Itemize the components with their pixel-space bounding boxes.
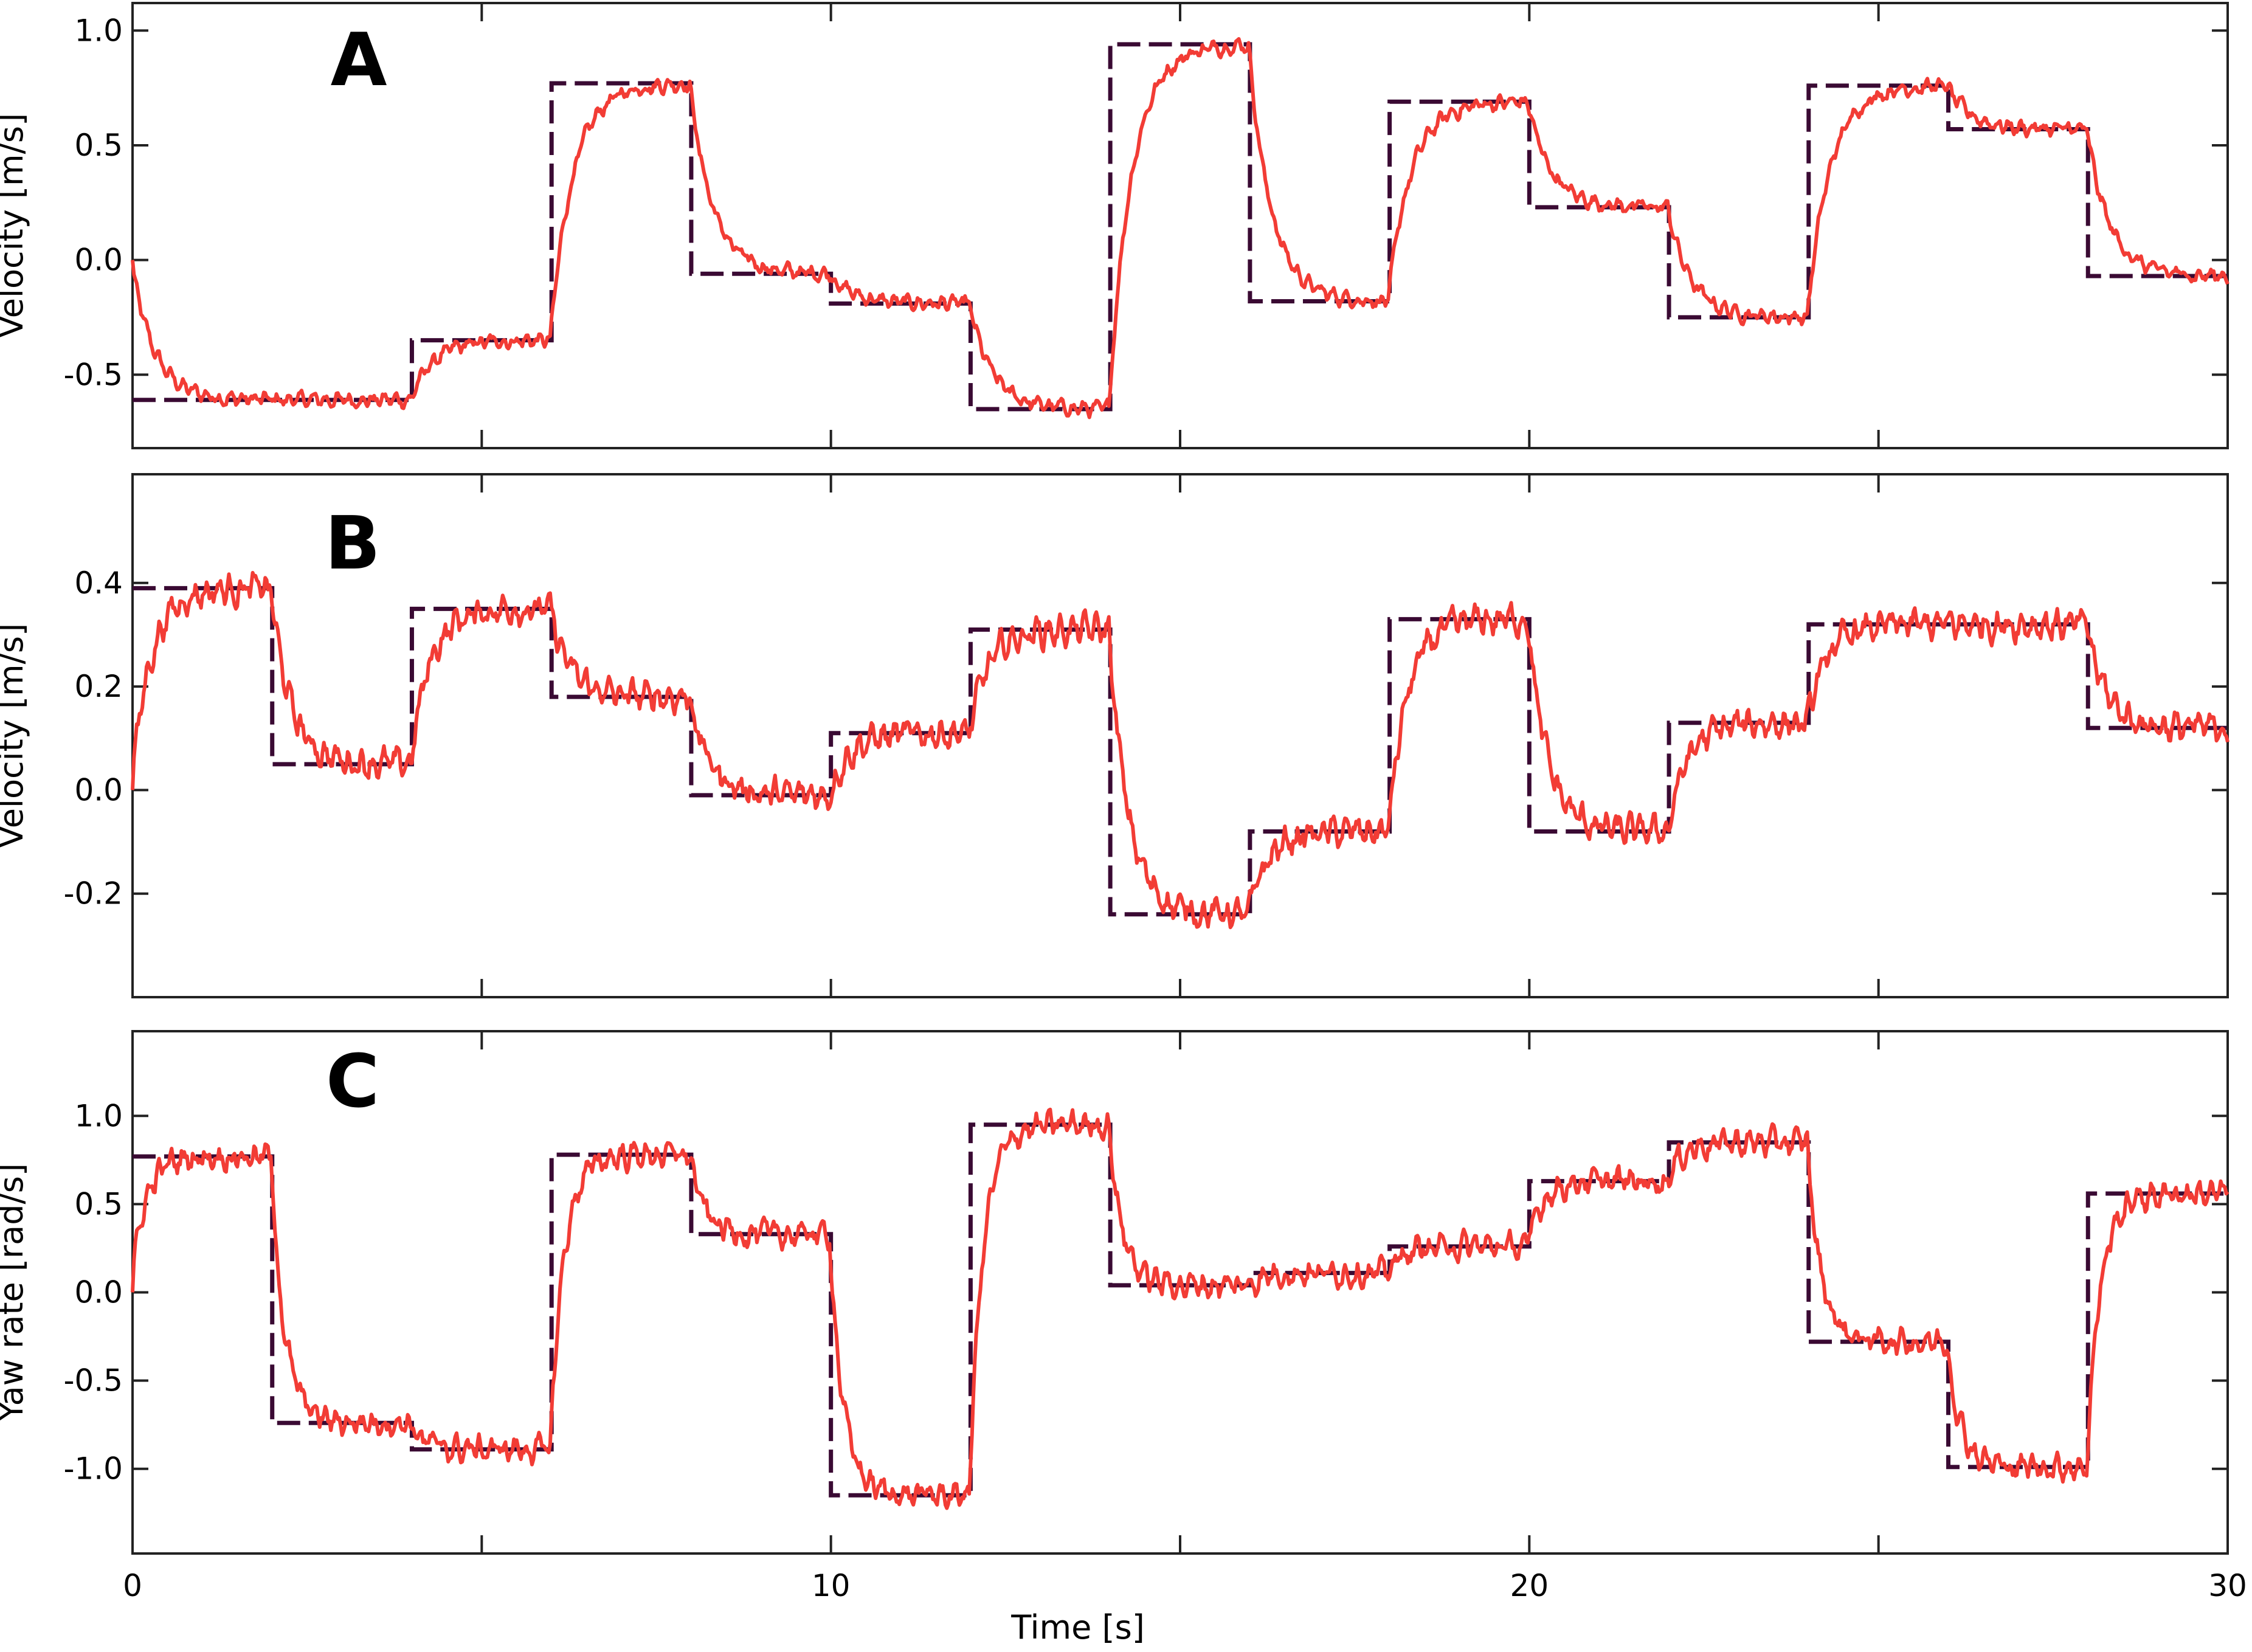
x-tick-label: 0: [123, 1568, 142, 1603]
x-tick-label: 10: [812, 1568, 851, 1603]
y-tick-label: 0.0: [74, 1275, 123, 1310]
panel-a: 1.0 0.5 0.0 -0.5 Velocity [m/s] A: [0, 2, 2230, 449]
y-tick-label: 0.2: [74, 669, 123, 704]
y-tick-label: 1.0: [74, 13, 123, 48]
measured-series: [131, 571, 2230, 930]
y-tick-label: -1.0: [63, 1451, 123, 1487]
panel-b: 0.4 0.2 0.0 -0.2 Velocity [m/s] B: [0, 473, 2230, 998]
x-axis-label: Time [s]: [1010, 1608, 1145, 1647]
y-tick-label: 0.4: [74, 565, 123, 601]
panel-letter: A: [331, 18, 387, 103]
y-tick-label: 0.0: [74, 243, 123, 278]
y-tick-label: 0.5: [74, 128, 123, 163]
command-series: [133, 1122, 2228, 1498]
y-axis-label: Velocity [m/s]: [0, 623, 30, 848]
panel-letter: B: [325, 502, 380, 586]
y-tick-label: 0.0: [74, 772, 123, 807]
plot-frame: [131, 1030, 2229, 1555]
command-series: [133, 42, 2228, 412]
y-axis-label: Velocity [m/s]: [0, 113, 30, 338]
panel-c: 1.0 0.5 0.0 -0.5 -1.0 0 10 20 30 Yaw rate [rad/s]…: [0, 1030, 2247, 1603]
y-tick-label: 1.0: [74, 1098, 123, 1133]
plot-frame: [131, 2, 2229, 449]
y-tick-label: 0.5: [74, 1186, 123, 1222]
y-axis-label: Yaw rate [rad/s]: [0, 1163, 30, 1422]
measured-series: [131, 37, 2230, 420]
y-tick-label: -0.5: [63, 357, 123, 392]
panel-letter: C: [326, 1040, 379, 1124]
measured-series: [131, 1107, 2230, 1510]
y-tick-label: -0.5: [63, 1363, 123, 1398]
x-tick-label: 30: [2208, 1568, 2247, 1603]
x-tick-label: 20: [1510, 1568, 1549, 1603]
y-tick-label: -0.2: [63, 876, 123, 911]
plot-frame: [131, 473, 2229, 998]
